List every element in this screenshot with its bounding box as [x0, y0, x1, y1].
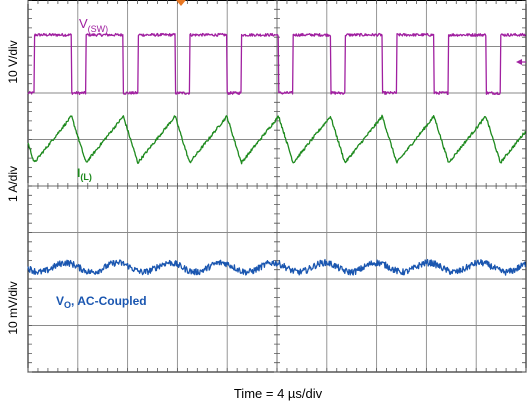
x-axis-label: Time = 4 µs/div — [234, 386, 323, 401]
trace-vsw — [27, 32, 526, 96]
trigger-marker — [176, 0, 186, 6]
series-label-vsw: V(SW) — [79, 16, 108, 34]
y-label-vo: 10 mV/div — [6, 281, 20, 334]
grid — [27, 0, 527, 373]
traces — [27, 32, 527, 276]
series-label-il: I(L) — [77, 166, 92, 182]
y-label-vsw: 10 V/div — [6, 40, 20, 83]
grid-ticks — [27, 0, 527, 373]
trace-il — [27, 114, 527, 165]
trace-vo — [27, 258, 527, 276]
series-label-vo: VO, AC-Coupled — [56, 294, 147, 310]
y-label-il: 1 A/div — [6, 166, 20, 202]
